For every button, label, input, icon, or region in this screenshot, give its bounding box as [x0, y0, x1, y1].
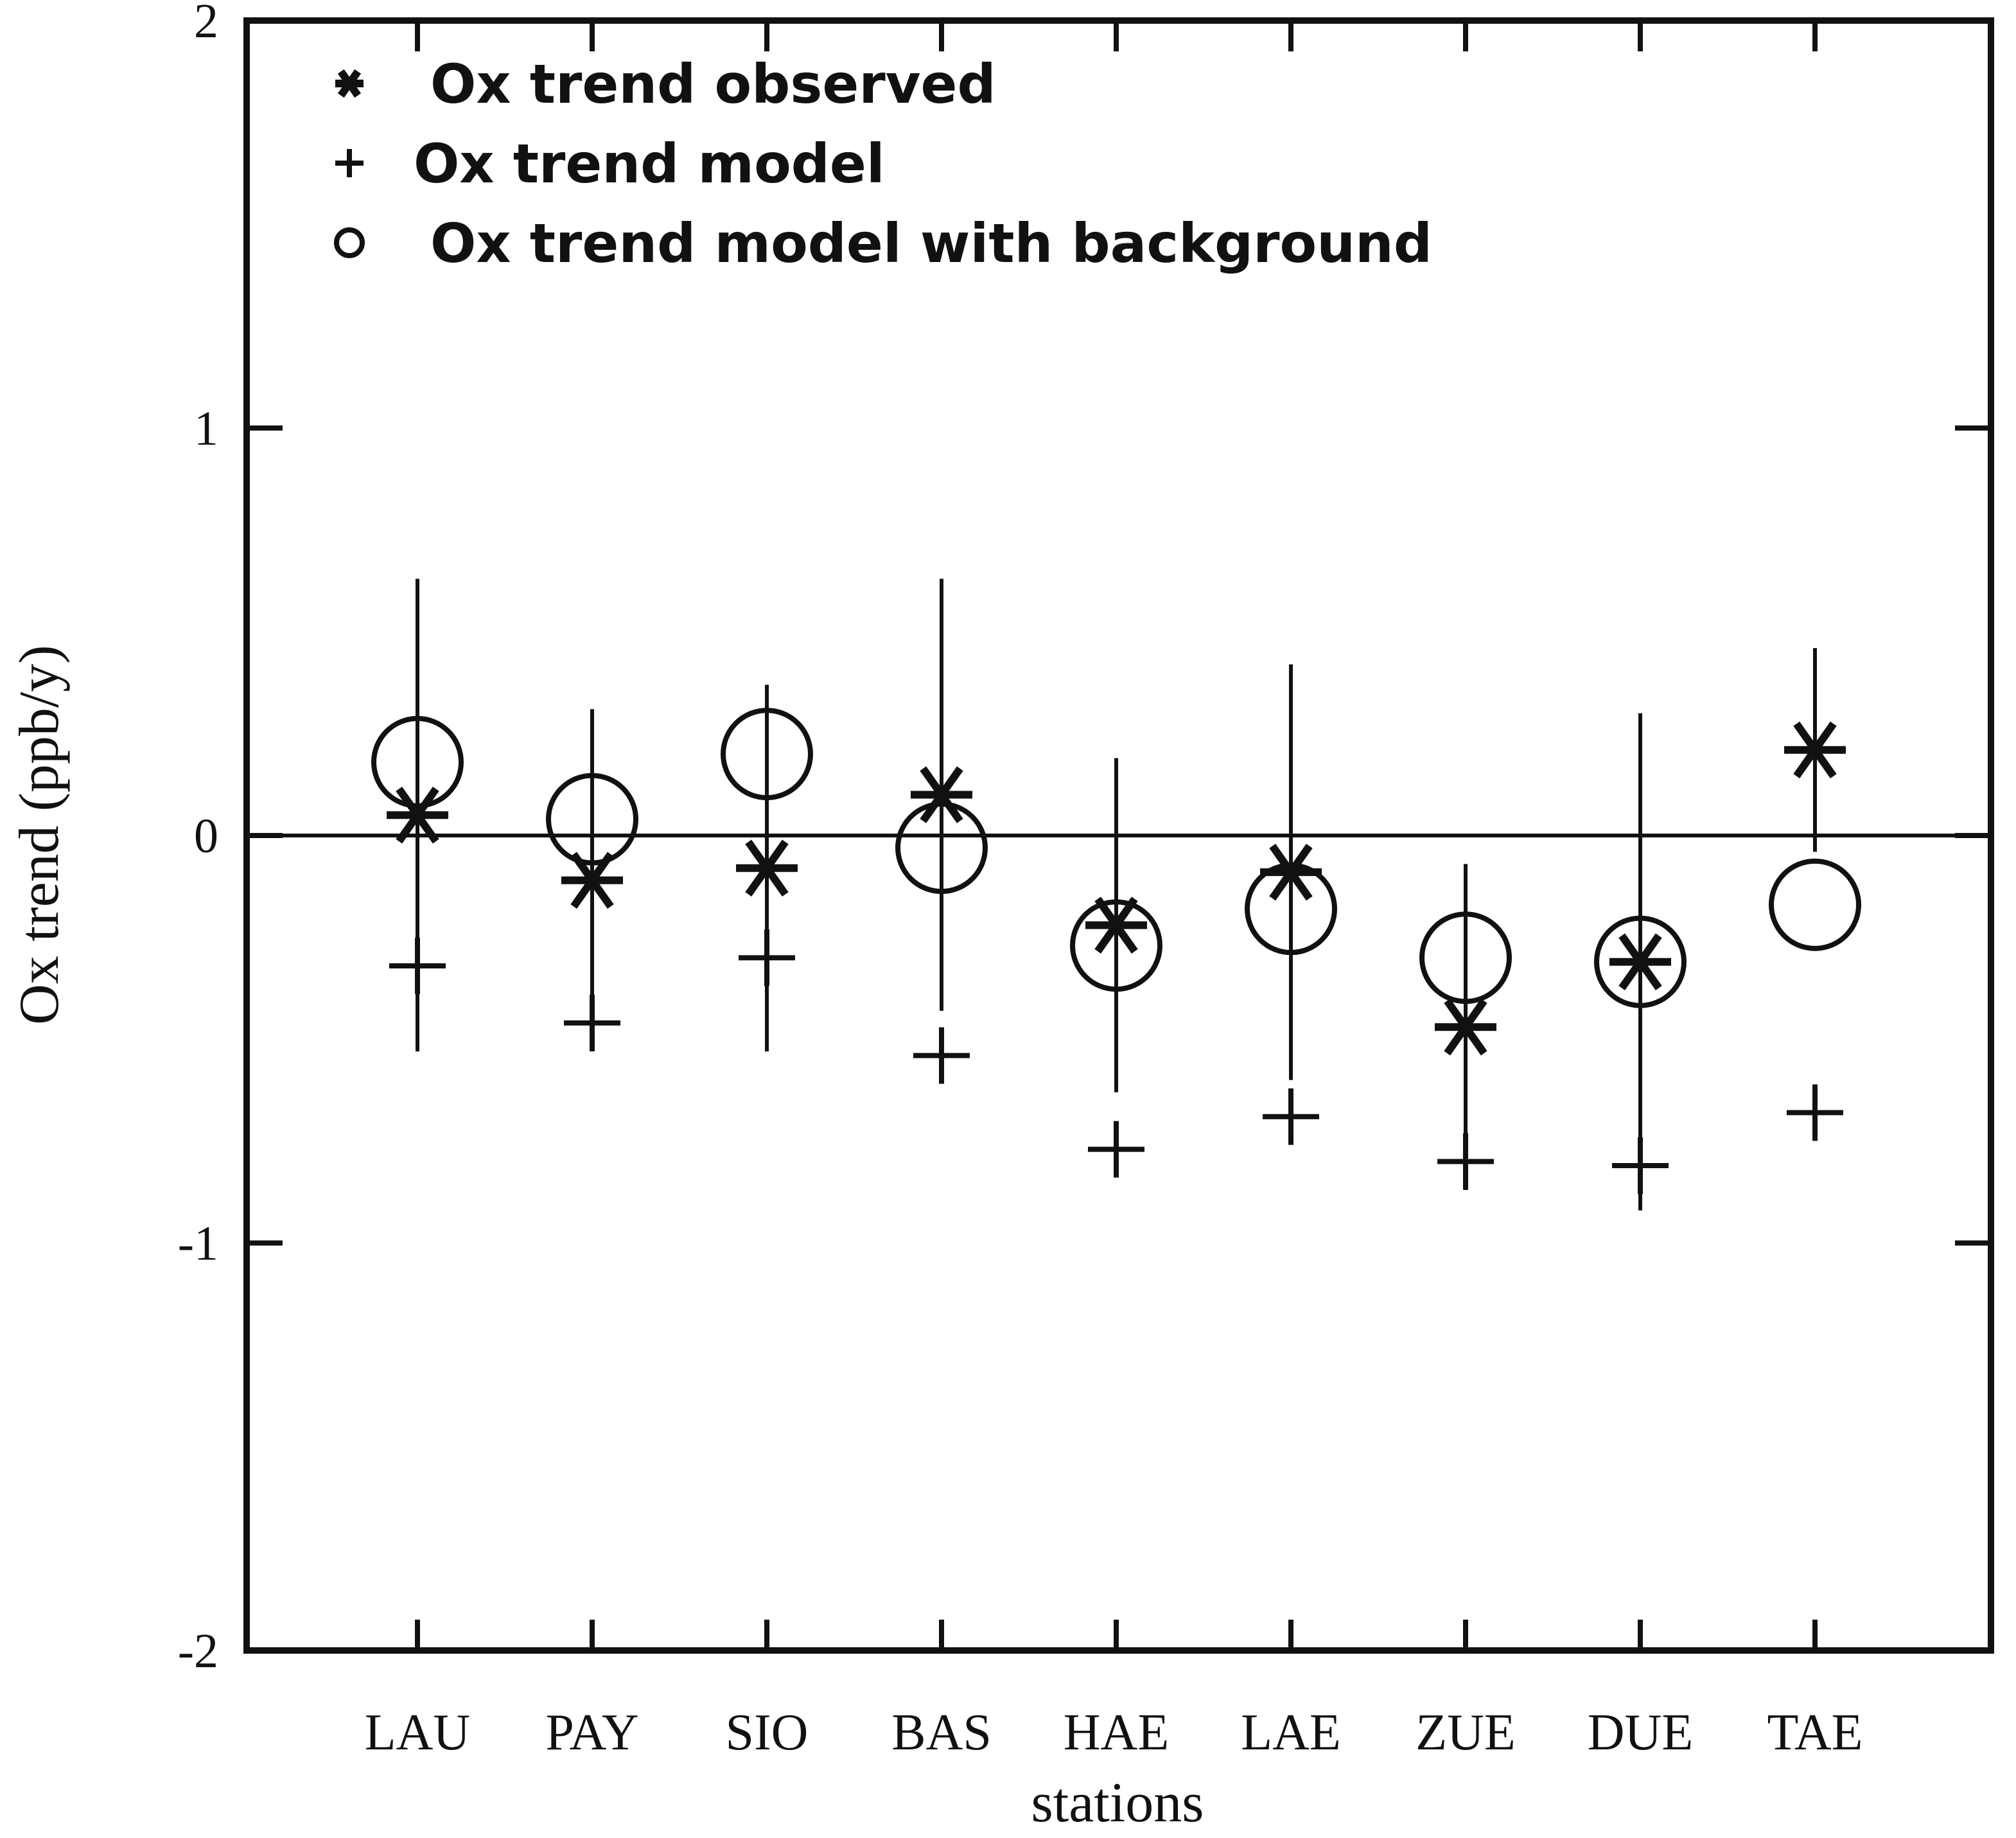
y-tick-label: 0 [194, 809, 218, 863]
x-tick-label: SIO [726, 1704, 809, 1761]
point [387, 787, 448, 844]
point [1612, 1137, 1669, 1194]
marker-stroke [895, 801, 988, 895]
legend-marker [334, 227, 365, 258]
point [1245, 862, 1337, 956]
marker-stroke [745, 839, 789, 897]
x-tick-label: TAE [1767, 1704, 1863, 1761]
point [913, 1027, 970, 1084]
point [721, 708, 813, 801]
marker-stroke [721, 708, 813, 801]
point [1609, 933, 1671, 990]
x-tick-label: LAU [365, 1704, 470, 1761]
y-tick-label: -1 [178, 1217, 218, 1271]
marker-stroke [1094, 897, 1138, 954]
marker-stroke [334, 227, 365, 258]
marker-stroke [1269, 843, 1313, 901]
point [1784, 721, 1846, 779]
point [1070, 899, 1162, 992]
point [389, 938, 446, 995]
y-axis-label: Ox trend (ppb/y) [8, 645, 71, 1024]
x-tick-label: ZUE [1416, 1704, 1516, 1761]
legend-label: Ox trend observed [430, 53, 996, 116]
point [546, 773, 638, 866]
marker-stroke [1618, 933, 1662, 990]
point [739, 929, 795, 986]
marker-stroke [396, 787, 439, 844]
marker-stroke [920, 766, 963, 823]
x-tick-label: LAE [1241, 1704, 1341, 1761]
x-tick-label: DUE [1588, 1704, 1693, 1761]
marker-stroke [1594, 915, 1687, 1008]
point [1437, 1133, 1494, 1190]
point [1769, 858, 1861, 951]
legend-label: Ox trend model with background [430, 212, 1432, 275]
legend-label: Ox trend model [414, 132, 885, 195]
point [1435, 998, 1496, 1056]
marker-stroke [1444, 998, 1487, 1056]
x-tick-label: HAE [1064, 1704, 1169, 1761]
marker-stroke [1245, 862, 1337, 956]
point [1085, 897, 1147, 954]
legend-marker [335, 149, 364, 177]
marker-stroke [546, 773, 638, 866]
marker-stroke [337, 69, 362, 98]
x-axis-label: stations [1031, 1772, 1204, 1834]
marker-stroke [1070, 899, 1162, 992]
marker-stroke [371, 715, 464, 809]
marker-stroke [1419, 911, 1512, 1004]
x-tick-label: PAY [545, 1704, 638, 1761]
point [564, 994, 620, 1051]
point [1263, 1088, 1319, 1145]
x-tick-label: BAS [891, 1704, 992, 1761]
point [1419, 911, 1512, 1004]
y-tick-label: 2 [194, 0, 218, 48]
point [1787, 1084, 1843, 1141]
y-tick-label: 1 [194, 402, 218, 456]
y-tick-label: -2 [178, 1624, 218, 1678]
marker-stroke [1769, 858, 1861, 951]
marker-stroke [1793, 721, 1837, 779]
point [1088, 1121, 1144, 1178]
legend-marker [335, 69, 364, 98]
point [895, 801, 988, 895]
point [1594, 915, 1687, 1008]
point [371, 715, 464, 809]
point [911, 766, 972, 823]
point [736, 839, 798, 897]
